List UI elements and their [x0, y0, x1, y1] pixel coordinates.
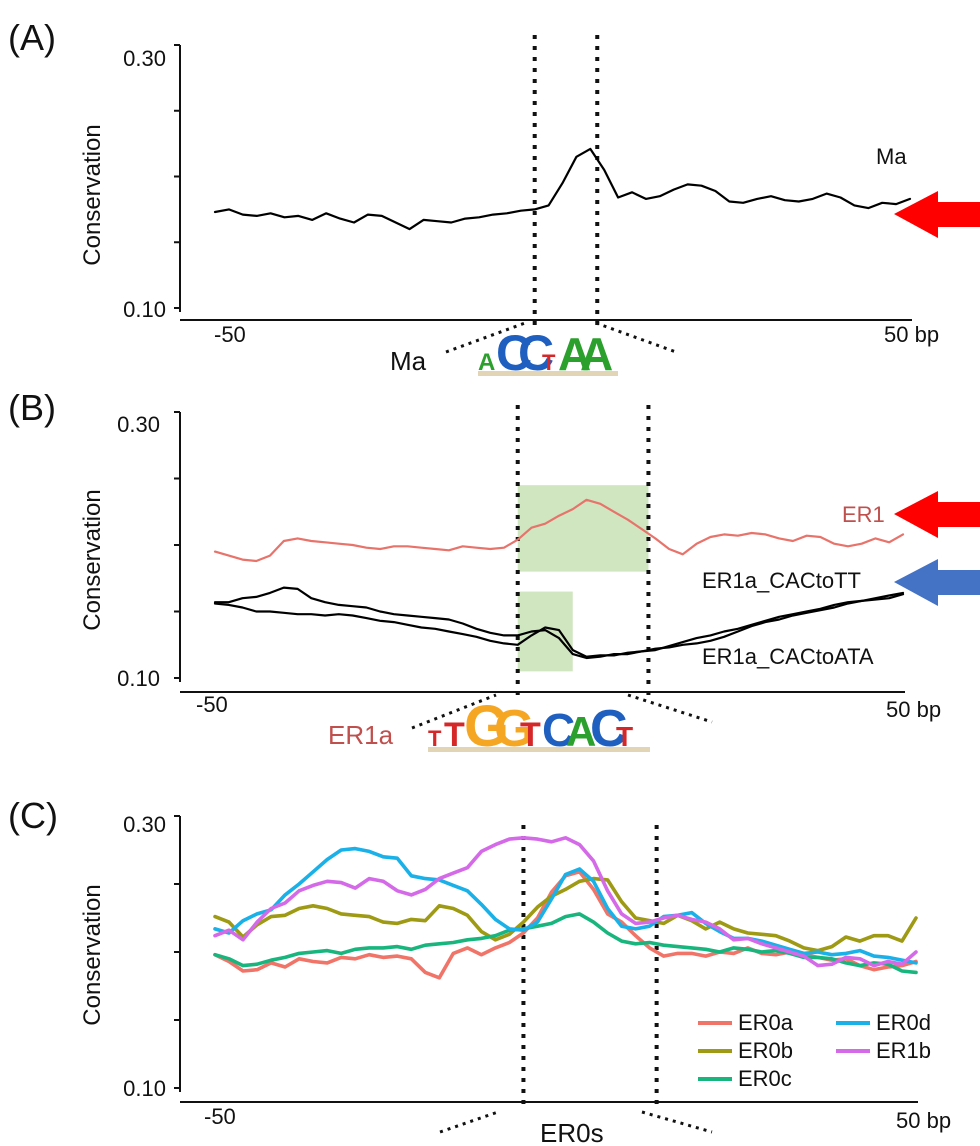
panel-b: (B) Conservation 0.30 0.10 -50 50 bp ER1…: [8, 387, 980, 759]
panel-b-highlights: [517, 485, 649, 672]
motif-name-ma: Ma: [390, 346, 427, 376]
panel-a-ylabel: Conservation: [79, 124, 106, 265]
panel-a-xtick-left: -50: [214, 322, 246, 347]
motif-highlight-region: [517, 591, 573, 672]
panel-b-xtick-right: 50 bp: [886, 697, 941, 722]
motif-logo-letter: A: [478, 349, 495, 376]
legend-label: ER1b: [876, 1038, 931, 1063]
series-line-er1a-cactoata: [213, 591, 905, 658]
panel-b-xtick-left: -50: [196, 692, 228, 717]
red-arrow-icon: [894, 191, 980, 238]
motif-logo-letter: T: [428, 726, 442, 751]
motif-dotted-right: [641, 1110, 713, 1134]
panel-a-series: [213, 147, 912, 231]
red-arrow-icon: [894, 491, 980, 538]
series-label-er1a-cactott: ER1a_CACtoTT: [702, 568, 861, 593]
panel-a-ytick-top: 0.30: [123, 46, 166, 71]
panel-a-label: (A): [8, 17, 56, 58]
panel-a: (A) Conservation 0.30 0.10 -50 50 bp Ma …: [8, 17, 980, 381]
panel-a-xtick-right: 50 bp: [884, 322, 939, 347]
legend-label: ER0d: [876, 1010, 931, 1035]
panel-c: (C) Conservation 0.30 0.10 -50 50 bp ER0…: [8, 795, 951, 1146]
panel-b-axes: [174, 411, 905, 693]
panel-b-ytick-top: 0.30: [117, 412, 160, 437]
legend-label: ER0b: [738, 1038, 793, 1063]
motif-dotted-right: [627, 693, 713, 724]
motif-name-er1a: ER1a: [328, 720, 394, 750]
motif-dotted-left: [445, 321, 526, 354]
motif-logo-minor-letters: [478, 371, 618, 376]
panel-a-axes: [174, 44, 912, 321]
panel-c-xtick-left: -50: [204, 1104, 236, 1129]
panel-c-ylabel: Conservation: [79, 884, 106, 1025]
series-line-er0b: [213, 876, 918, 953]
series-line-er1a-cactott: [213, 586, 905, 660]
series-line-er1b: [213, 836, 918, 968]
panel-c-ytick-top: 0.30: [123, 812, 166, 837]
motif-name-er0s: ER0s: [540, 1118, 604, 1146]
panel-a-ytick-bottom: 0.10: [123, 297, 166, 322]
panel-a-guides: [532, 35, 600, 325]
panel-b-label: (B): [8, 387, 56, 428]
motif-logo-minor-letters: [428, 747, 650, 752]
panel-c-label: (C): [8, 795, 58, 836]
motif-highlight-region: [517, 485, 649, 572]
series-line-ma: [213, 147, 912, 231]
panel-c-xtick-right: 50 bp: [896, 1108, 951, 1133]
motif-logo-letter: T: [444, 716, 465, 754]
panel-c-legend: ER0a ER0d ER0b ER1b ER0c: [698, 1010, 931, 1091]
panel-c-guides: [521, 825, 659, 1105]
panel-b-ylabel: Conservation: [79, 489, 106, 630]
panel-c-ytick-bottom: 0.10: [123, 1076, 166, 1101]
series-line-er1: [213, 498, 905, 563]
panel-b-series: [213, 498, 905, 660]
series-label-ma: Ma: [876, 144, 907, 169]
motif-dotted-left: [439, 1110, 499, 1134]
series-label-er1a-cactoata: ER1a_CACtoATA: [702, 644, 874, 669]
motif-logo-letter: T: [616, 721, 633, 752]
motif-dotted-right: [595, 321, 677, 354]
panel-b-ytick-bottom: 0.10: [117, 666, 160, 691]
legend-label: ER0c: [738, 1066, 792, 1091]
motif-logo-letter: T: [520, 716, 541, 754]
series-line-er0d: [213, 846, 918, 965]
motif-logo-letter: T: [542, 350, 556, 375]
panel-c-axes: [174, 815, 918, 1103]
series-label-er1: ER1: [842, 502, 885, 527]
panel-c-series: [213, 836, 918, 980]
motif-logo-ma: A CCT AA: [478, 325, 618, 381]
legend-label: ER0a: [738, 1010, 794, 1035]
blue-arrow-icon: [894, 559, 980, 606]
